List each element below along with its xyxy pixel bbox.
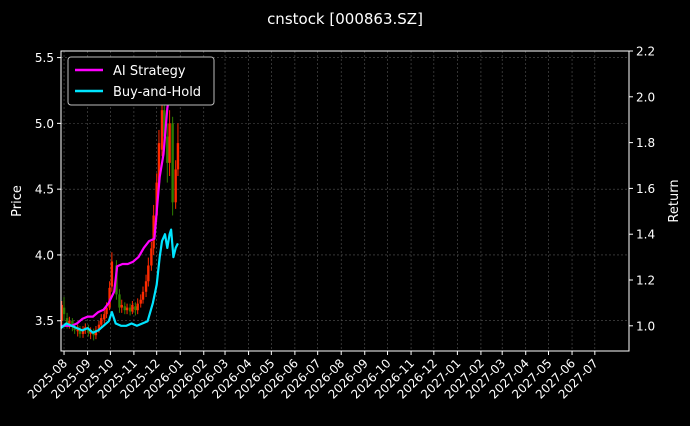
legend-label-buy-and-hold: Buy-and-Hold <box>113 85 201 100</box>
plot-frame <box>60 50 630 352</box>
candle-body <box>131 304 134 312</box>
y-right-tick-label: 1.8 <box>636 136 655 150</box>
series-line-ai-strategy <box>61 73 179 327</box>
candle-body <box>147 265 150 282</box>
candle-body <box>81 329 85 334</box>
candle-body <box>144 281 148 292</box>
y-left-tick-label: 4.0 <box>35 248 54 262</box>
candle-body <box>123 306 126 311</box>
candle-layer <box>60 90 180 341</box>
legend-label-ai-strategy: AI Strategy <box>113 64 186 79</box>
candle-body <box>163 110 166 137</box>
candle-body <box>100 318 103 325</box>
candle-body <box>139 299 142 304</box>
y-right-tick-label: 1.6 <box>636 182 655 196</box>
candle-body <box>97 324 101 330</box>
y-right-tick-label: 1.4 <box>636 228 655 242</box>
y-left-tick-label: 5.5 <box>35 51 54 65</box>
candle-body <box>125 307 129 311</box>
y-left-tick-label: 5.0 <box>35 117 54 131</box>
candle-body <box>71 320 74 326</box>
candle-body <box>118 294 121 308</box>
candle-body <box>150 248 153 266</box>
y-right-axis-label: Return <box>667 179 682 222</box>
candle-body <box>160 110 164 150</box>
candle-body <box>108 287 111 308</box>
y-left-axis-label: Price <box>10 185 25 217</box>
candle-body <box>60 304 63 321</box>
legend-box <box>67 56 215 106</box>
series-layer <box>60 73 179 334</box>
candle-body <box>103 314 106 320</box>
candle-body <box>78 328 82 334</box>
candle-body <box>65 318 69 324</box>
y-right-tick-label: 2.2 <box>636 45 655 59</box>
candle-body <box>171 123 174 203</box>
chart-title: cnstock [000863.SZ] <box>267 10 423 28</box>
candle-body <box>134 306 137 311</box>
y-right-tick-label: 1.2 <box>636 274 655 288</box>
legend: AI Strategy Buy-and-Hold <box>67 56 215 106</box>
candle-body <box>152 215 155 249</box>
candle-body <box>174 169 177 203</box>
candle-body <box>120 304 123 308</box>
candle-body <box>110 261 114 287</box>
candle-body <box>89 331 92 334</box>
candle-body <box>157 143 161 183</box>
y-left-tick-label: 3.5 <box>35 314 54 328</box>
candle-body <box>73 327 76 330</box>
y-left-tick-label: 4.5 <box>35 183 54 197</box>
candle-body <box>136 303 139 311</box>
y-right-tick-label: 1.0 <box>636 319 655 333</box>
candle-body <box>168 123 171 163</box>
candle-body <box>141 291 145 300</box>
candle-body <box>87 328 90 333</box>
y-right-tick-label: 2.0 <box>636 90 655 104</box>
candle-body <box>176 143 180 170</box>
candle-body <box>166 136 169 163</box>
candle-body <box>62 307 66 315</box>
candle-body <box>128 307 132 312</box>
candle-body <box>68 320 71 325</box>
series-line-buy-and-hold <box>60 228 179 334</box>
candle-body <box>105 307 108 315</box>
